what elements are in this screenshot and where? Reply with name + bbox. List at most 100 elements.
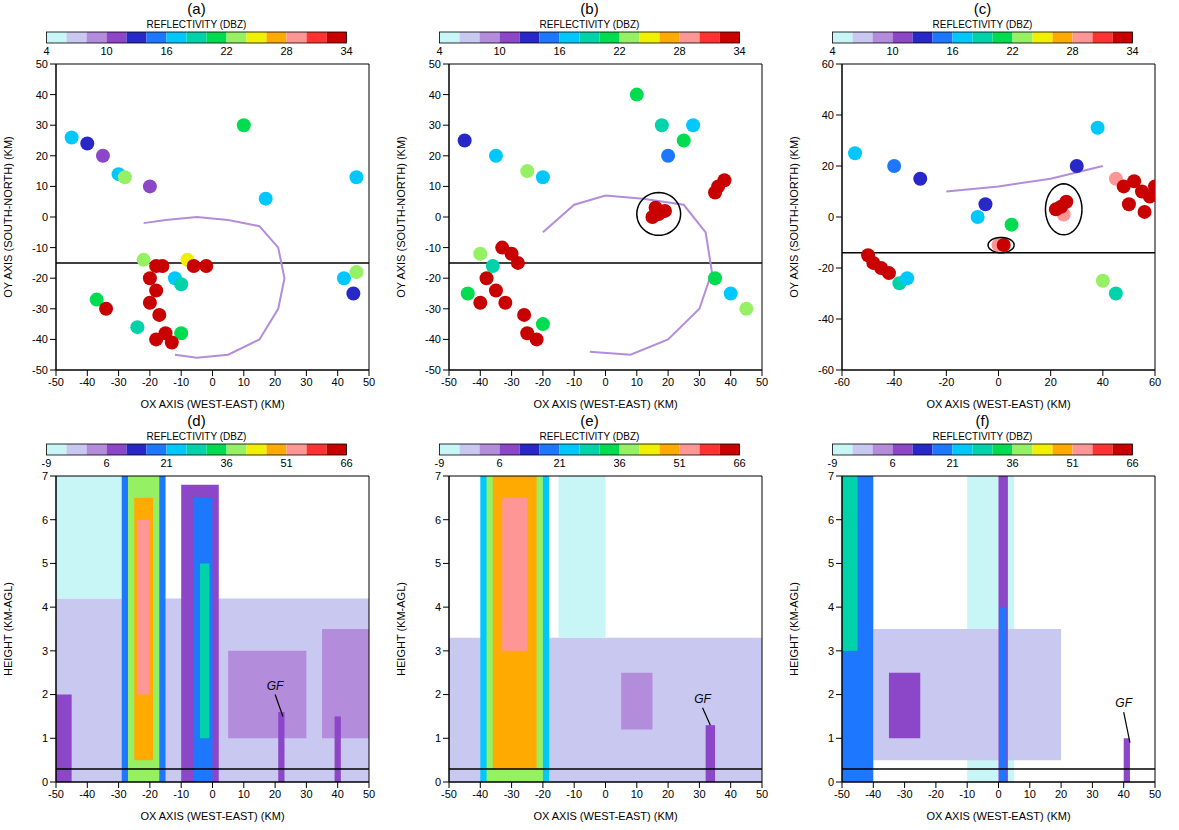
svg-text:30: 30 xyxy=(300,788,312,800)
svg-text:40: 40 xyxy=(429,89,441,101)
svg-text:0: 0 xyxy=(209,376,215,388)
svg-text:4: 4 xyxy=(42,601,48,613)
svg-text:10: 10 xyxy=(886,45,898,57)
svg-text:-20: -20 xyxy=(535,788,551,800)
svg-text:7: 7 xyxy=(42,470,48,482)
svg-text:-40: -40 xyxy=(32,333,48,345)
svg-text:16: 16 xyxy=(946,45,958,57)
svg-text:-20: -20 xyxy=(928,788,944,800)
svg-text:20: 20 xyxy=(36,150,48,162)
svg-text:6: 6 xyxy=(828,514,834,526)
svg-text:1: 1 xyxy=(435,732,441,744)
svg-text:REFLECTIVITY (DBZ): REFLECTIVITY (DBZ) xyxy=(147,19,247,30)
svg-text:5: 5 xyxy=(828,557,834,569)
svg-text:-60: -60 xyxy=(834,376,850,388)
svg-text:REFLECTIVITY (DBZ): REFLECTIVITY (DBZ) xyxy=(933,431,1033,442)
svg-text:OY AXIS (SOUTH-NORTH) (KM): OY AXIS (SOUTH-NORTH) (KM) xyxy=(2,136,14,298)
svg-text:21: 21 xyxy=(553,457,565,469)
svg-text:51: 51 xyxy=(673,457,685,469)
svg-text:1: 1 xyxy=(828,732,834,744)
svg-text:6: 6 xyxy=(42,514,48,526)
svg-text:HEIGHT (KM-AGL): HEIGHT (KM-AGL) xyxy=(788,582,800,676)
svg-text:51: 51 xyxy=(1066,457,1078,469)
svg-text:40: 40 xyxy=(332,376,344,388)
svg-text:28: 28 xyxy=(1066,45,1078,57)
svg-text:-20: -20 xyxy=(535,376,551,388)
svg-text:6: 6 xyxy=(496,457,502,469)
svg-text:50: 50 xyxy=(363,788,375,800)
svg-text:28: 28 xyxy=(673,45,685,57)
svg-text:36: 36 xyxy=(613,457,625,469)
svg-text:0: 0 xyxy=(435,776,441,788)
svg-text:30: 30 xyxy=(693,376,705,388)
svg-text:50: 50 xyxy=(756,376,768,388)
svg-text:2: 2 xyxy=(435,688,441,700)
svg-text:OY AXIS (SOUTH-NORTH) (KM): OY AXIS (SOUTH-NORTH) (KM) xyxy=(395,136,407,298)
svg-text:3: 3 xyxy=(828,645,834,657)
svg-text:0: 0 xyxy=(209,788,215,800)
svg-text:-50: -50 xyxy=(834,788,850,800)
svg-text:-50: -50 xyxy=(425,364,441,376)
svg-text:-40: -40 xyxy=(79,376,95,388)
svg-text:5: 5 xyxy=(435,557,441,569)
svg-text:40: 40 xyxy=(332,788,344,800)
svg-text:OX AXIS (WEST-EAST) (KM): OX AXIS (WEST-EAST) (KM) xyxy=(926,810,1070,822)
svg-text:REFLECTIVITY (DBZ): REFLECTIVITY (DBZ) xyxy=(540,431,640,442)
svg-text:6: 6 xyxy=(103,457,109,469)
svg-text:-9: -9 xyxy=(435,457,445,469)
svg-text:50: 50 xyxy=(429,58,441,70)
svg-text:20: 20 xyxy=(662,788,674,800)
svg-text:7: 7 xyxy=(435,470,441,482)
svg-text:20: 20 xyxy=(269,788,281,800)
svg-text:36: 36 xyxy=(1006,457,1018,469)
svg-text:7: 7 xyxy=(828,470,834,482)
svg-text:-9: -9 xyxy=(42,457,52,469)
svg-text:20: 20 xyxy=(1045,376,1057,388)
svg-text:-50: -50 xyxy=(48,376,64,388)
svg-text:2: 2 xyxy=(42,688,48,700)
svg-text:-10: -10 xyxy=(425,242,441,254)
svg-text:GF: GF xyxy=(267,679,284,693)
svg-text:50: 50 xyxy=(36,58,48,70)
svg-text:0: 0 xyxy=(435,211,441,223)
svg-text:HEIGHT (KM-AGL): HEIGHT (KM-AGL) xyxy=(395,582,407,676)
svg-text:-30: -30 xyxy=(897,788,913,800)
svg-text:20: 20 xyxy=(429,150,441,162)
svg-text:REFLECTIVITY (DBZ): REFLECTIVITY (DBZ) xyxy=(147,431,247,442)
svg-text:10: 10 xyxy=(1024,788,1036,800)
svg-text:40: 40 xyxy=(725,376,737,388)
svg-text:-40: -40 xyxy=(79,788,95,800)
svg-text:60: 60 xyxy=(822,58,834,70)
svg-text:-30: -30 xyxy=(111,788,127,800)
svg-text:40: 40 xyxy=(36,89,48,101)
svg-text:50: 50 xyxy=(363,376,375,388)
svg-text:10: 10 xyxy=(238,376,250,388)
svg-text:-40: -40 xyxy=(818,313,834,325)
svg-text:-20: -20 xyxy=(32,272,48,284)
svg-text:OX AXIS (WEST-EAST) (KM): OX AXIS (WEST-EAST) (KM) xyxy=(140,810,284,822)
svg-text:60: 60 xyxy=(1149,376,1161,388)
svg-text:OX AXIS (WEST-EAST) (KM): OX AXIS (WEST-EAST) (KM) xyxy=(533,810,677,822)
svg-text:30: 30 xyxy=(693,788,705,800)
svg-text:4: 4 xyxy=(828,601,834,613)
svg-text:-10: -10 xyxy=(566,376,582,388)
svg-text:REFLECTIVITY (DBZ): REFLECTIVITY (DBZ) xyxy=(540,19,640,30)
svg-text:40: 40 xyxy=(822,109,834,121)
svg-text:-30: -30 xyxy=(425,303,441,315)
svg-text:-30: -30 xyxy=(111,376,127,388)
svg-text:HEIGHT (KM-AGL): HEIGHT (KM-AGL) xyxy=(2,582,14,676)
svg-text:3: 3 xyxy=(42,645,48,657)
svg-text:-20: -20 xyxy=(142,788,158,800)
svg-text:40: 40 xyxy=(1097,376,1109,388)
svg-text:4: 4 xyxy=(829,45,835,57)
svg-text:22: 22 xyxy=(613,45,625,57)
svg-text:21: 21 xyxy=(946,457,958,469)
svg-text:40: 40 xyxy=(725,788,737,800)
svg-text:20: 20 xyxy=(269,376,281,388)
svg-text:10: 10 xyxy=(100,45,112,57)
svg-text:30: 30 xyxy=(300,376,312,388)
svg-text:0: 0 xyxy=(602,788,608,800)
svg-text:-50: -50 xyxy=(48,788,64,800)
svg-text:GF: GF xyxy=(694,692,711,706)
svg-text:30: 30 xyxy=(36,119,48,131)
